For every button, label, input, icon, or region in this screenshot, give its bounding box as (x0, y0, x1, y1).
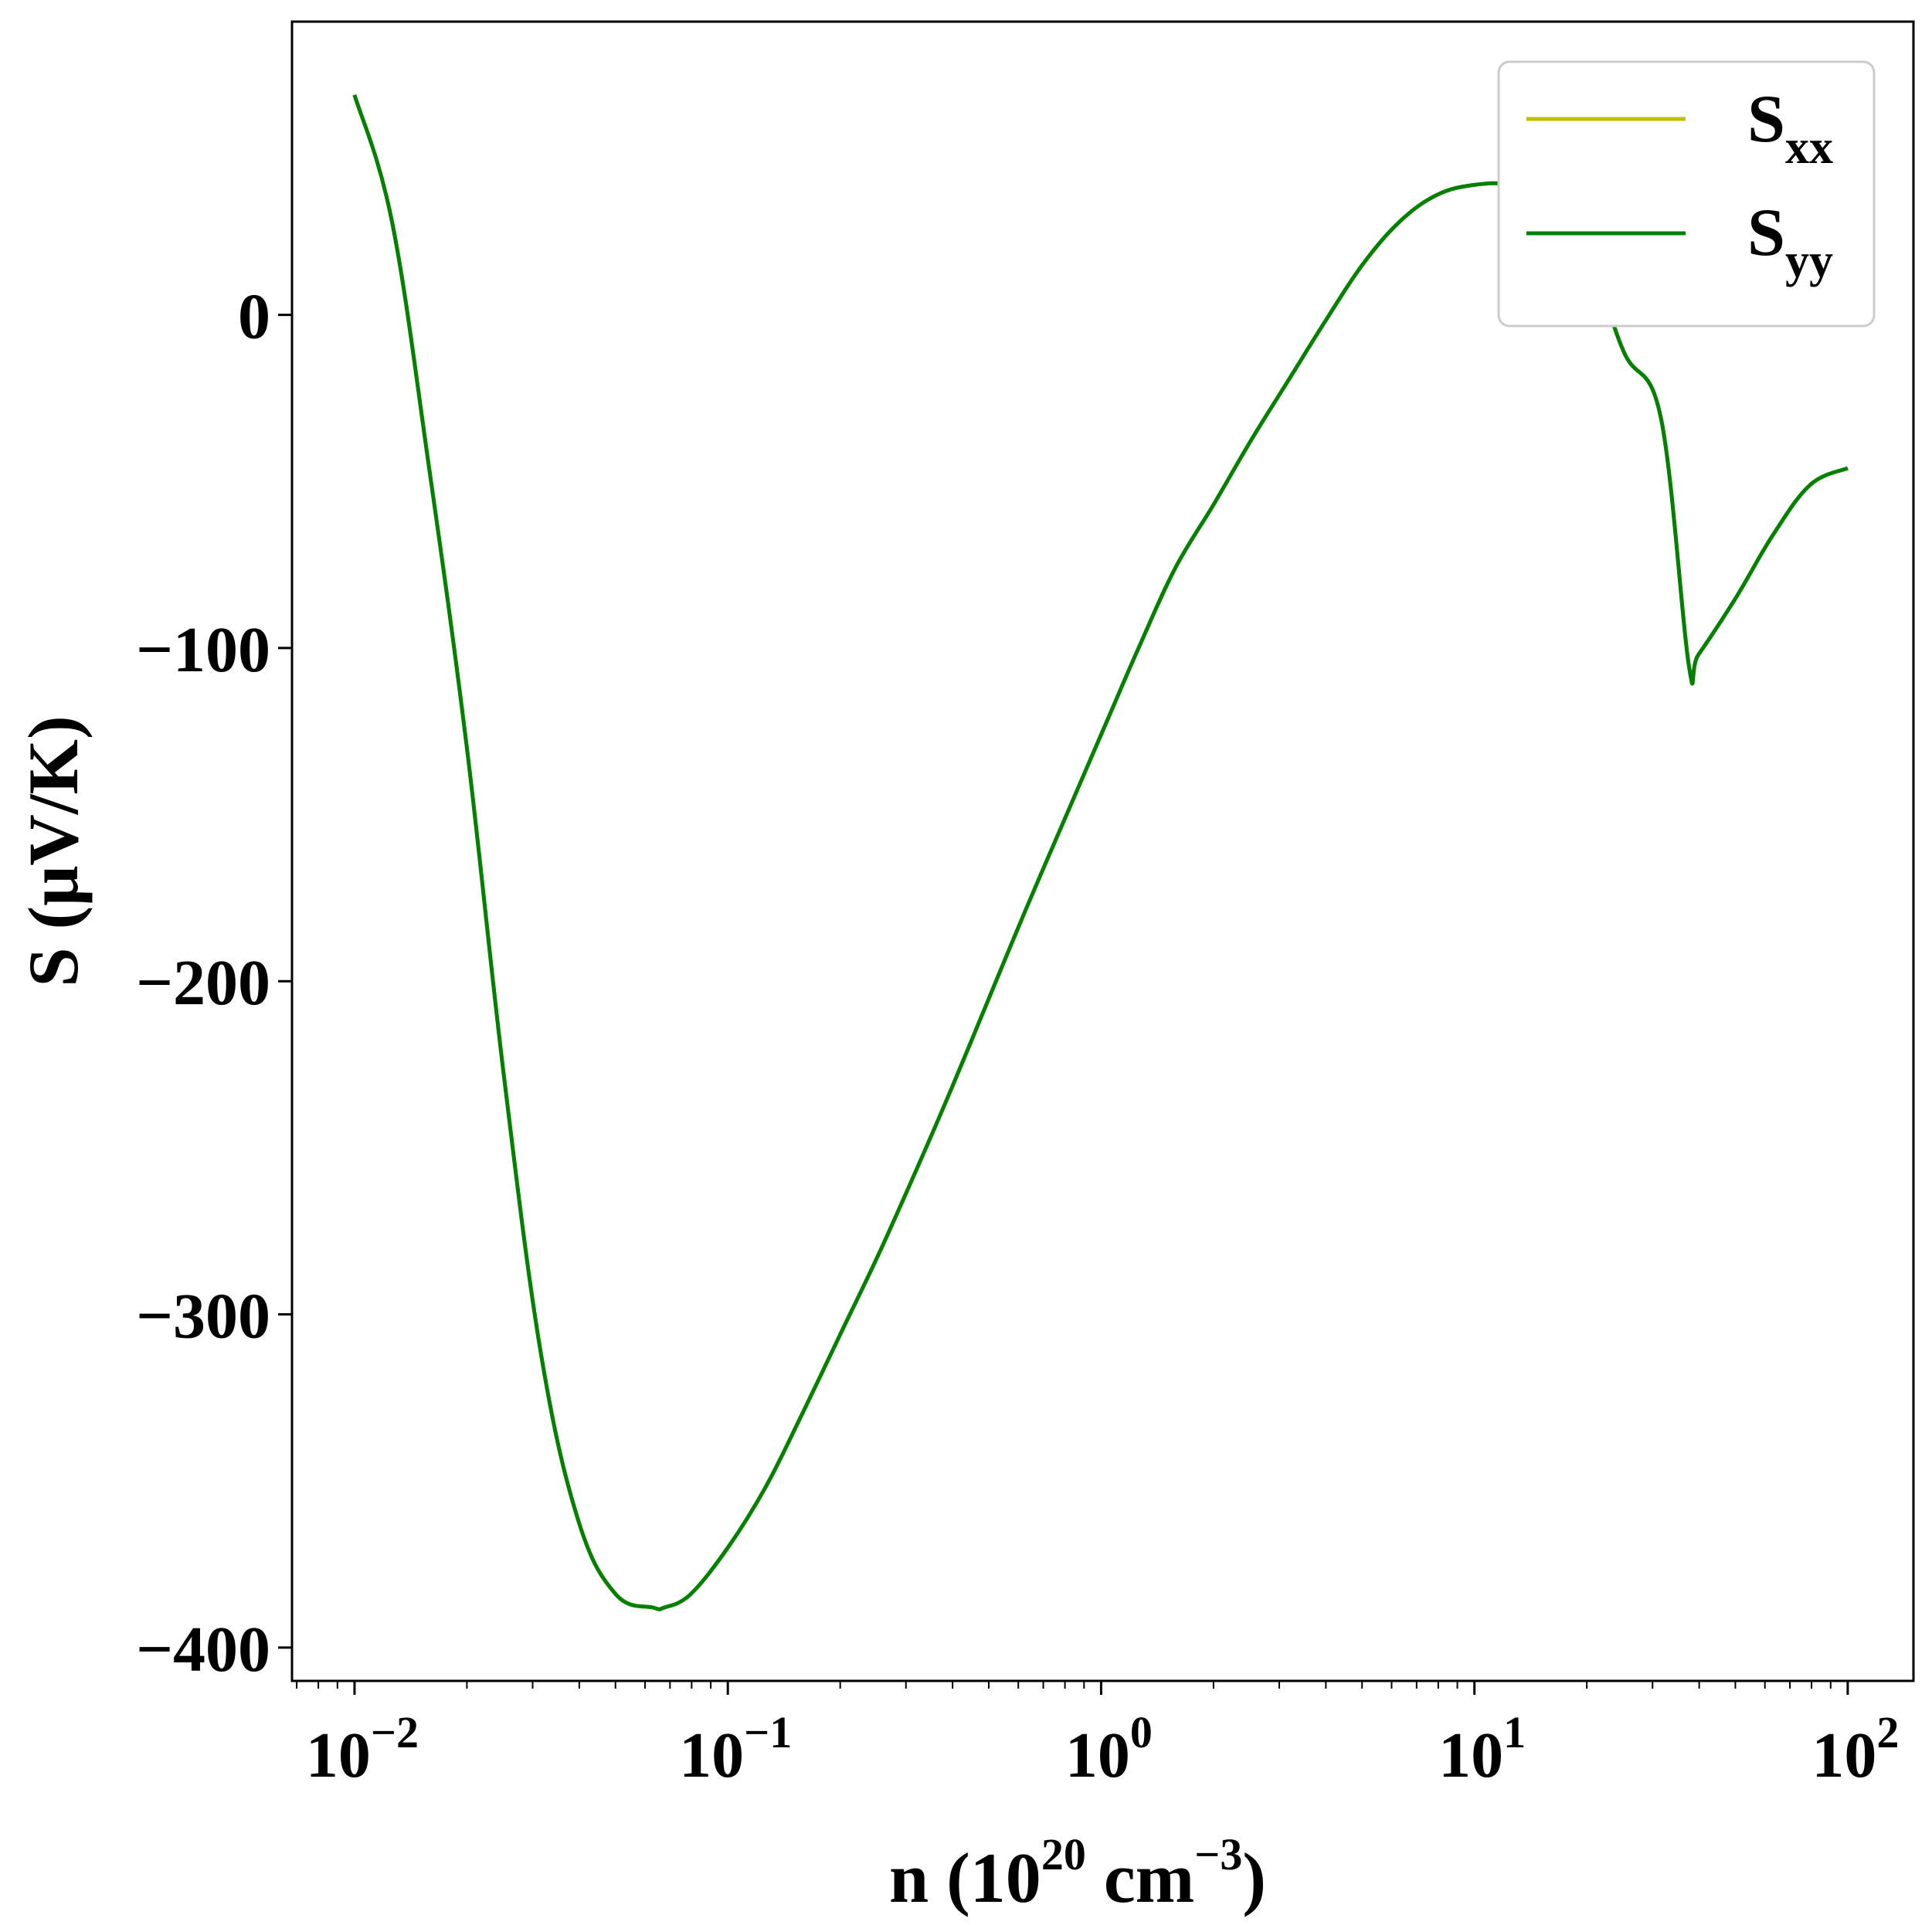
y-tick-label: −400 (136, 1614, 270, 1686)
y-tick-label: −100 (136, 614, 270, 686)
legend-label-sxx: Sxx (1747, 82, 1833, 174)
series-line-yy (352, 94, 1849, 1611)
x-tick-label: 100 (1065, 1707, 1153, 1791)
plot-lines (352, 94, 1849, 1611)
y-axis-label: S (μV/K) (14, 715, 93, 986)
y-tick-label: −300 (136, 1281, 270, 1353)
plot-frame (290, 20, 1915, 1682)
x-tick-label: 10−1 (679, 1707, 792, 1791)
y-axis: 0 −100 −200 −300 −400 (136, 281, 292, 1686)
x-tick-label: 10−2 (306, 1707, 419, 1791)
y-tick-label: 0 (238, 281, 270, 353)
x-tick-label: 102 (1811, 1707, 1899, 1791)
x-axis-label: n (1020 cm−3) (889, 1829, 1266, 1917)
legend-label-syy: Syy (1747, 195, 1833, 287)
legend-frame (1497, 60, 1876, 328)
legend: Sxx Syy (1497, 60, 1876, 328)
x-axis: 10−2 10−1 100 101 102 (296, 1681, 1899, 1791)
x-tick-label: 101 (1438, 1707, 1526, 1791)
y-tick-label: −200 (136, 947, 270, 1019)
